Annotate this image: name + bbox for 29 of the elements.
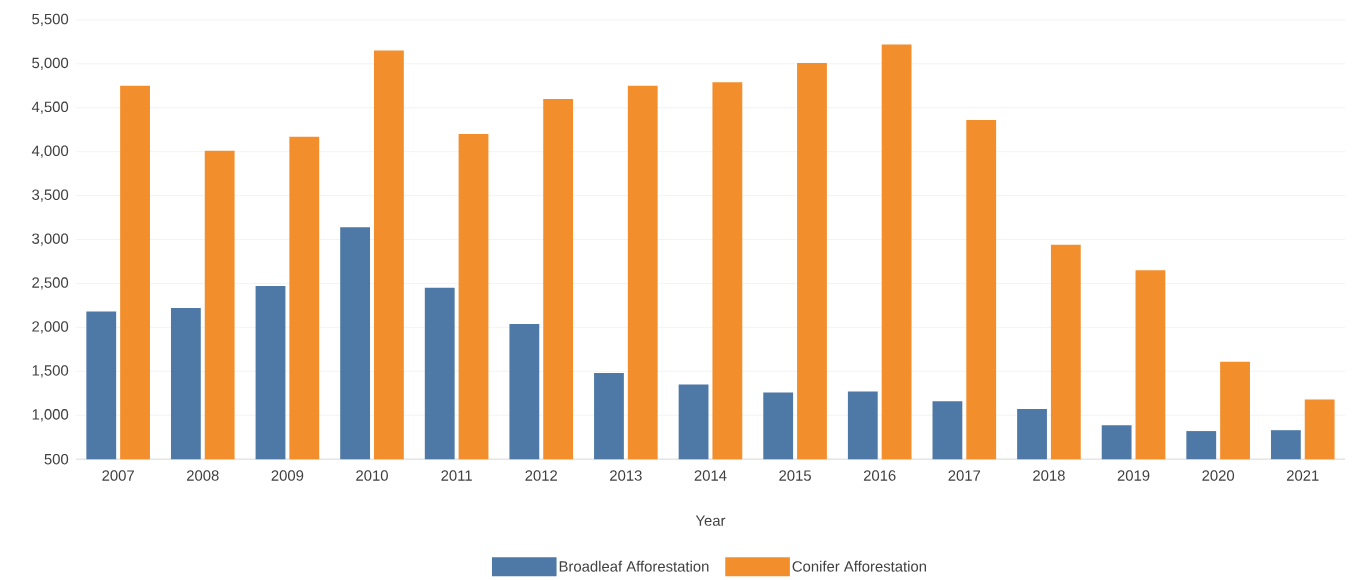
y-tick-label: 4,000: [31, 145, 69, 158]
y-tick-label: 1,500: [32, 364, 69, 378]
x-tick-label: 2021: [1286, 470, 1319, 481]
legend-label: Conifer Afforestation: [792, 560, 927, 572]
x-tick-label: 2013: [610, 470, 642, 481]
y-tick-label: 500: [44, 453, 69, 465]
x-tick-label: 2019: [1117, 470, 1150, 481]
y-tick-label: 3,000: [32, 233, 69, 246]
y-tick-label: 3,500: [32, 189, 69, 202]
x-tick-label: 2012: [525, 470, 558, 481]
y-tick-label: 1,000: [32, 408, 69, 422]
x-tick-label: 2008: [187, 470, 219, 481]
y-tick-label: 2,500: [32, 277, 69, 290]
x-tick-label: 2007: [102, 470, 134, 481]
x-tick-label: 2020: [1202, 470, 1235, 481]
y-tick-label: 5,000: [32, 57, 69, 70]
y-tick-label: 5,500: [32, 13, 69, 26]
x-tick-label: 2017: [948, 470, 981, 481]
x-tick-label: 2016: [863, 470, 896, 481]
x-tick-label: 2010: [356, 470, 388, 481]
x-tick-label: 2009: [271, 470, 304, 481]
x-tick-label: 2014: [694, 470, 727, 481]
y-tick-label: 4,500: [31, 101, 69, 114]
x-tick-label: 2018: [1033, 470, 1065, 481]
y-tick-label: 2,000: [32, 321, 69, 334]
x-axis-title: Year: [695, 515, 726, 526]
legend-label: Broadleaf Afforestation: [559, 560, 709, 572]
x-tick-label: 2015: [779, 470, 811, 481]
x-tick-label: 2011: [441, 470, 472, 481]
